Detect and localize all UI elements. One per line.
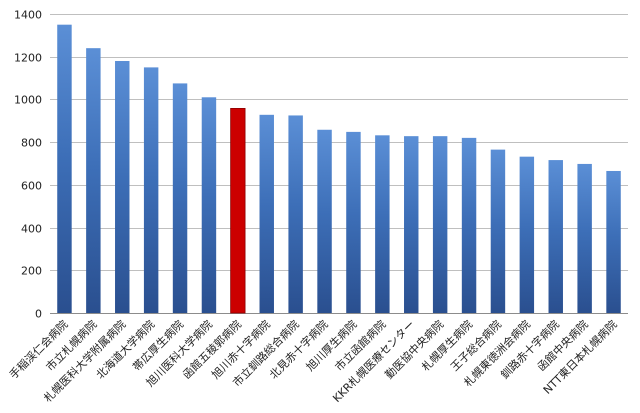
bar <box>172 83 188 313</box>
y-tick-label: 200 <box>21 265 42 278</box>
y-tick-label: 1000 <box>14 94 42 107</box>
bar <box>317 129 332 313</box>
bar <box>230 108 246 314</box>
bar <box>577 163 592 313</box>
bar <box>404 136 419 313</box>
bar <box>490 149 506 313</box>
bar <box>548 160 563 313</box>
gridlines <box>50 14 628 314</box>
bar <box>259 114 274 313</box>
y-tick-label: 600 <box>21 180 42 193</box>
bars <box>57 24 621 314</box>
bar <box>143 67 159 313</box>
bar <box>288 115 303 313</box>
bar <box>86 48 101 314</box>
y-tick-label: 800 <box>21 137 42 150</box>
bar <box>57 24 72 314</box>
bar <box>201 97 217 313</box>
y-axis: 0 200 400 600 800 1000 1200 1400 <box>14 9 42 321</box>
bar <box>115 60 130 313</box>
y-tick-label: 1400 <box>14 9 42 22</box>
y-tick-label: 1200 <box>14 52 42 65</box>
bar <box>461 137 477 313</box>
bar <box>519 156 535 313</box>
y-tick-label: 400 <box>21 223 42 236</box>
y-tick-label: 0 <box>35 308 42 321</box>
bar <box>346 131 361 313</box>
bar <box>375 135 390 313</box>
bar <box>432 136 448 313</box>
bar <box>606 170 621 313</box>
x-axis-labels: 手稲渓仁会病院市立札幌病院札幌医科大学附属病院北海道大学病院帯広厚生病院旭川医科… <box>6 317 619 405</box>
